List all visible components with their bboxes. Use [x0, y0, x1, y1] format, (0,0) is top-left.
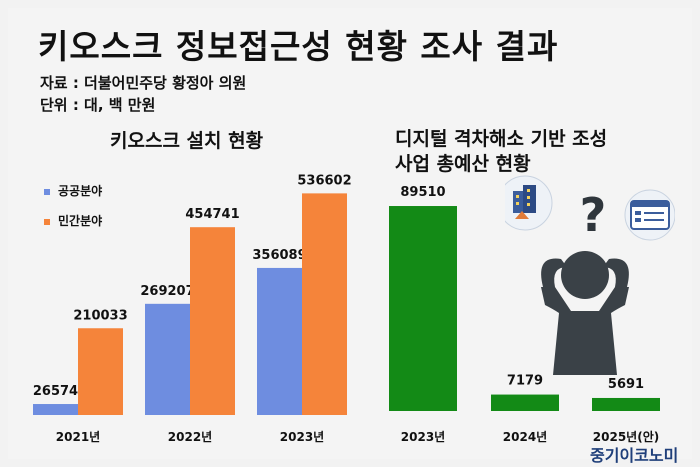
bar-budget-2	[592, 397, 660, 411]
unit-note: 단위 : 대, 백 만원	[40, 96, 156, 114]
bar-budget-1	[491, 394, 559, 411]
data-label-budget-2: 5691	[608, 377, 644, 392]
person-icon	[541, 251, 629, 375]
confused-person-illustration: ?	[505, 175, 675, 375]
data-label-private-1: 454741	[185, 207, 239, 222]
legend-public-swatch	[44, 188, 50, 195]
bar-public-2	[257, 267, 302, 415]
data-label-public-0: 26574	[33, 384, 78, 399]
bar-private-2	[302, 193, 347, 415]
bar-private-1	[190, 227, 235, 415]
bar-public-0	[33, 404, 78, 415]
legend-private-label: 민간분야	[58, 214, 103, 228]
x-tick-label-right-0: 2023년	[401, 430, 445, 444]
data-label-public-1: 269207	[140, 284, 194, 299]
x-tick-label-left-2: 2023년	[280, 430, 324, 444]
data-label-budget-1: 7179	[507, 374, 543, 389]
data-label-public-2: 356089	[252, 248, 306, 263]
legend-private: 민간분야	[44, 212, 102, 229]
bar-budget-0	[389, 206, 457, 411]
x-tick-label-right-1: 2024년	[503, 430, 547, 444]
question-mark-icon: ?	[580, 188, 607, 242]
x-tick-label-left-1: 2022년	[168, 430, 212, 444]
page-title: 키오스크 정보접근성 현황 조사 결과	[38, 27, 559, 66]
data-label-budget-0: 89510	[400, 185, 445, 200]
source-note: 자료 : 더불어민주당 황정아 의원	[40, 74, 247, 92]
budget-chart-title-line1: 디지털 격차해소 기반 조성	[395, 128, 608, 150]
legend-public-label: 공공분야	[58, 184, 103, 198]
web-window-icon	[624, 189, 675, 241]
x-tick-label-right-2: 2025년(안)	[593, 429, 659, 444]
budget-chart-title-line2: 사업 총예산 현황	[395, 153, 531, 175]
building-icon	[505, 175, 553, 231]
kiosk-chart-title: 키오스크 설치 현황	[110, 130, 264, 152]
legend-private-swatch	[44, 218, 50, 225]
bar-public-1	[145, 303, 190, 415]
data-label-private-2: 536602	[297, 173, 351, 188]
legend-public: 공공분야	[44, 182, 102, 199]
x-tick-label-left-0: 2021년	[56, 430, 100, 444]
brand-logo-text: 중기이코노미	[590, 446, 679, 465]
data-label-private-0: 210033	[73, 308, 127, 323]
bar-private-0	[78, 328, 123, 415]
